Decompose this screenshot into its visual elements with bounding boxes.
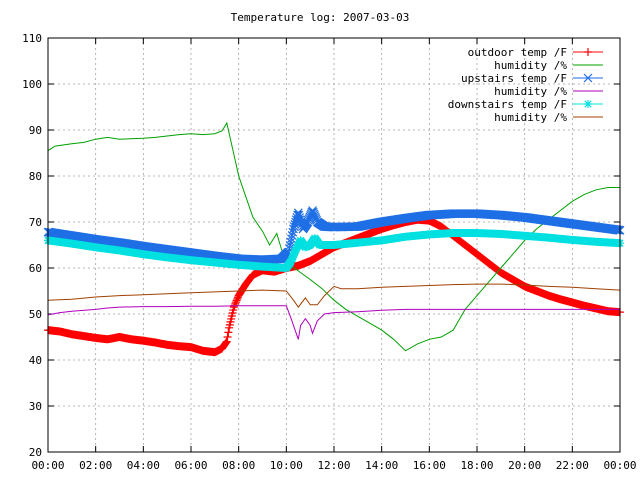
x-tick-label: 18:00 [460, 459, 493, 472]
legend-label: downstairs temp /F [448, 98, 567, 111]
x-tick-label: 02:00 [79, 459, 112, 472]
axis-ticks: 20 30 40 50 60 70 80 90 100 110 00:00 02:00 04:00 06:… [22, 32, 636, 472]
series-line [47, 283, 621, 308]
y-tick-label: 110 [22, 32, 42, 45]
x-tick-label: 10:00 [270, 459, 303, 472]
legend-marker [584, 100, 592, 108]
x-tick-label: 00:00 [603, 459, 636, 472]
x-tick-label: 00:00 [31, 459, 64, 472]
y-tick-label: 90 [29, 124, 42, 137]
chart-title: Temperature log: 2007-03-03 [231, 11, 410, 24]
legend-label: outdoor temp /F [468, 46, 567, 59]
grid-lines [48, 38, 620, 452]
x-tick-label: 14:00 [365, 459, 398, 472]
y-tick-label: 60 [29, 262, 42, 275]
legend-label: upstairs temp /F [461, 72, 567, 85]
x-tick-label: 20:00 [508, 459, 541, 472]
x-tick-label: 06:00 [174, 459, 207, 472]
y-tick-label: 100 [22, 78, 42, 91]
series-line [47, 305, 620, 340]
x-tick-label: 22:00 [556, 459, 589, 472]
legend-marker [583, 73, 593, 83]
data-series [43, 121, 625, 357]
series-0 [44, 215, 624, 357]
legend-marker [584, 48, 592, 56]
x-tick-label: 12:00 [317, 459, 350, 472]
x-tick-label: 08:00 [222, 459, 255, 472]
y-tick-label: 30 [29, 400, 42, 413]
y-tick-label: 80 [29, 170, 42, 183]
x-tick-label: 16:00 [413, 459, 446, 472]
legend-label: humidity /% [494, 111, 567, 124]
series-line [47, 121, 620, 352]
y-tick-label: 40 [29, 354, 42, 367]
series-5 [47, 283, 621, 308]
series-1 [47, 121, 620, 352]
series-3 [47, 305, 620, 340]
y-tick-label: 50 [29, 308, 42, 321]
plot-frame [47, 37, 621, 453]
x-tick-label: 04:00 [127, 459, 160, 472]
legend-label: humidity /% [494, 85, 567, 98]
y-tick-label: 70 [29, 216, 42, 229]
y-tick-label: 20 [29, 446, 42, 459]
legend-label: humidity /% [494, 59, 567, 72]
